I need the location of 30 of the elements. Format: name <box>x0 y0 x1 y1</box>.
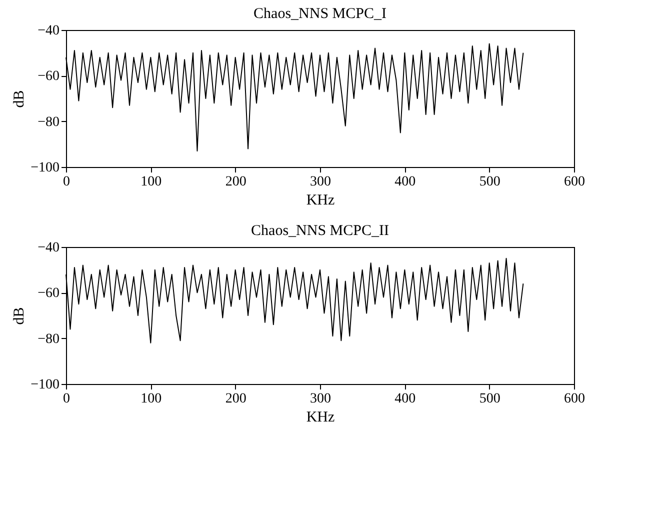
y-tick-label: −40 <box>38 240 60 256</box>
x-tick-label: 600 <box>564 392 585 406</box>
x-tick-label: 500 <box>479 392 500 406</box>
x-axis-title: KHz <box>306 192 335 208</box>
y-axis-title: dB <box>12 90 28 108</box>
y-tick-label: −80 <box>38 114 60 130</box>
line-series <box>66 258 524 344</box>
x-tick-label: 400 <box>394 392 416 406</box>
x-tick-label: 100 <box>140 174 162 190</box>
y-tick-label: −100 <box>30 160 60 176</box>
line-series <box>66 43 524 152</box>
chart-title: Chaos_NNS MCPC_I <box>254 6 386 22</box>
x-tick-label: 100 <box>140 392 162 406</box>
x-tick-label: 200 <box>225 392 246 406</box>
x-tick-label: 300 <box>310 174 331 190</box>
y-tick-label: −60 <box>38 69 60 84</box>
x-tick-label: 600 <box>564 174 585 190</box>
y-tick-label: −100 <box>30 378 60 392</box>
x-tick-label: 400 <box>394 174 416 190</box>
x-tick-label: 500 <box>479 174 500 190</box>
x-tick-label: 0 <box>63 174 70 190</box>
x-tick-label: 0 <box>63 392 70 406</box>
y-tick-label: −80 <box>38 332 60 347</box>
x-tick-label: 300 <box>310 392 331 406</box>
y-tick-label: −40 <box>38 24 60 38</box>
x-axis-title: KHz <box>306 410 335 426</box>
y-axis-title: dB <box>12 307 28 325</box>
chart-title: Chaos_NNS MCPC_II <box>251 223 389 239</box>
y-tick-label: −60 <box>38 286 60 302</box>
x-tick-label: 200 <box>225 174 246 190</box>
